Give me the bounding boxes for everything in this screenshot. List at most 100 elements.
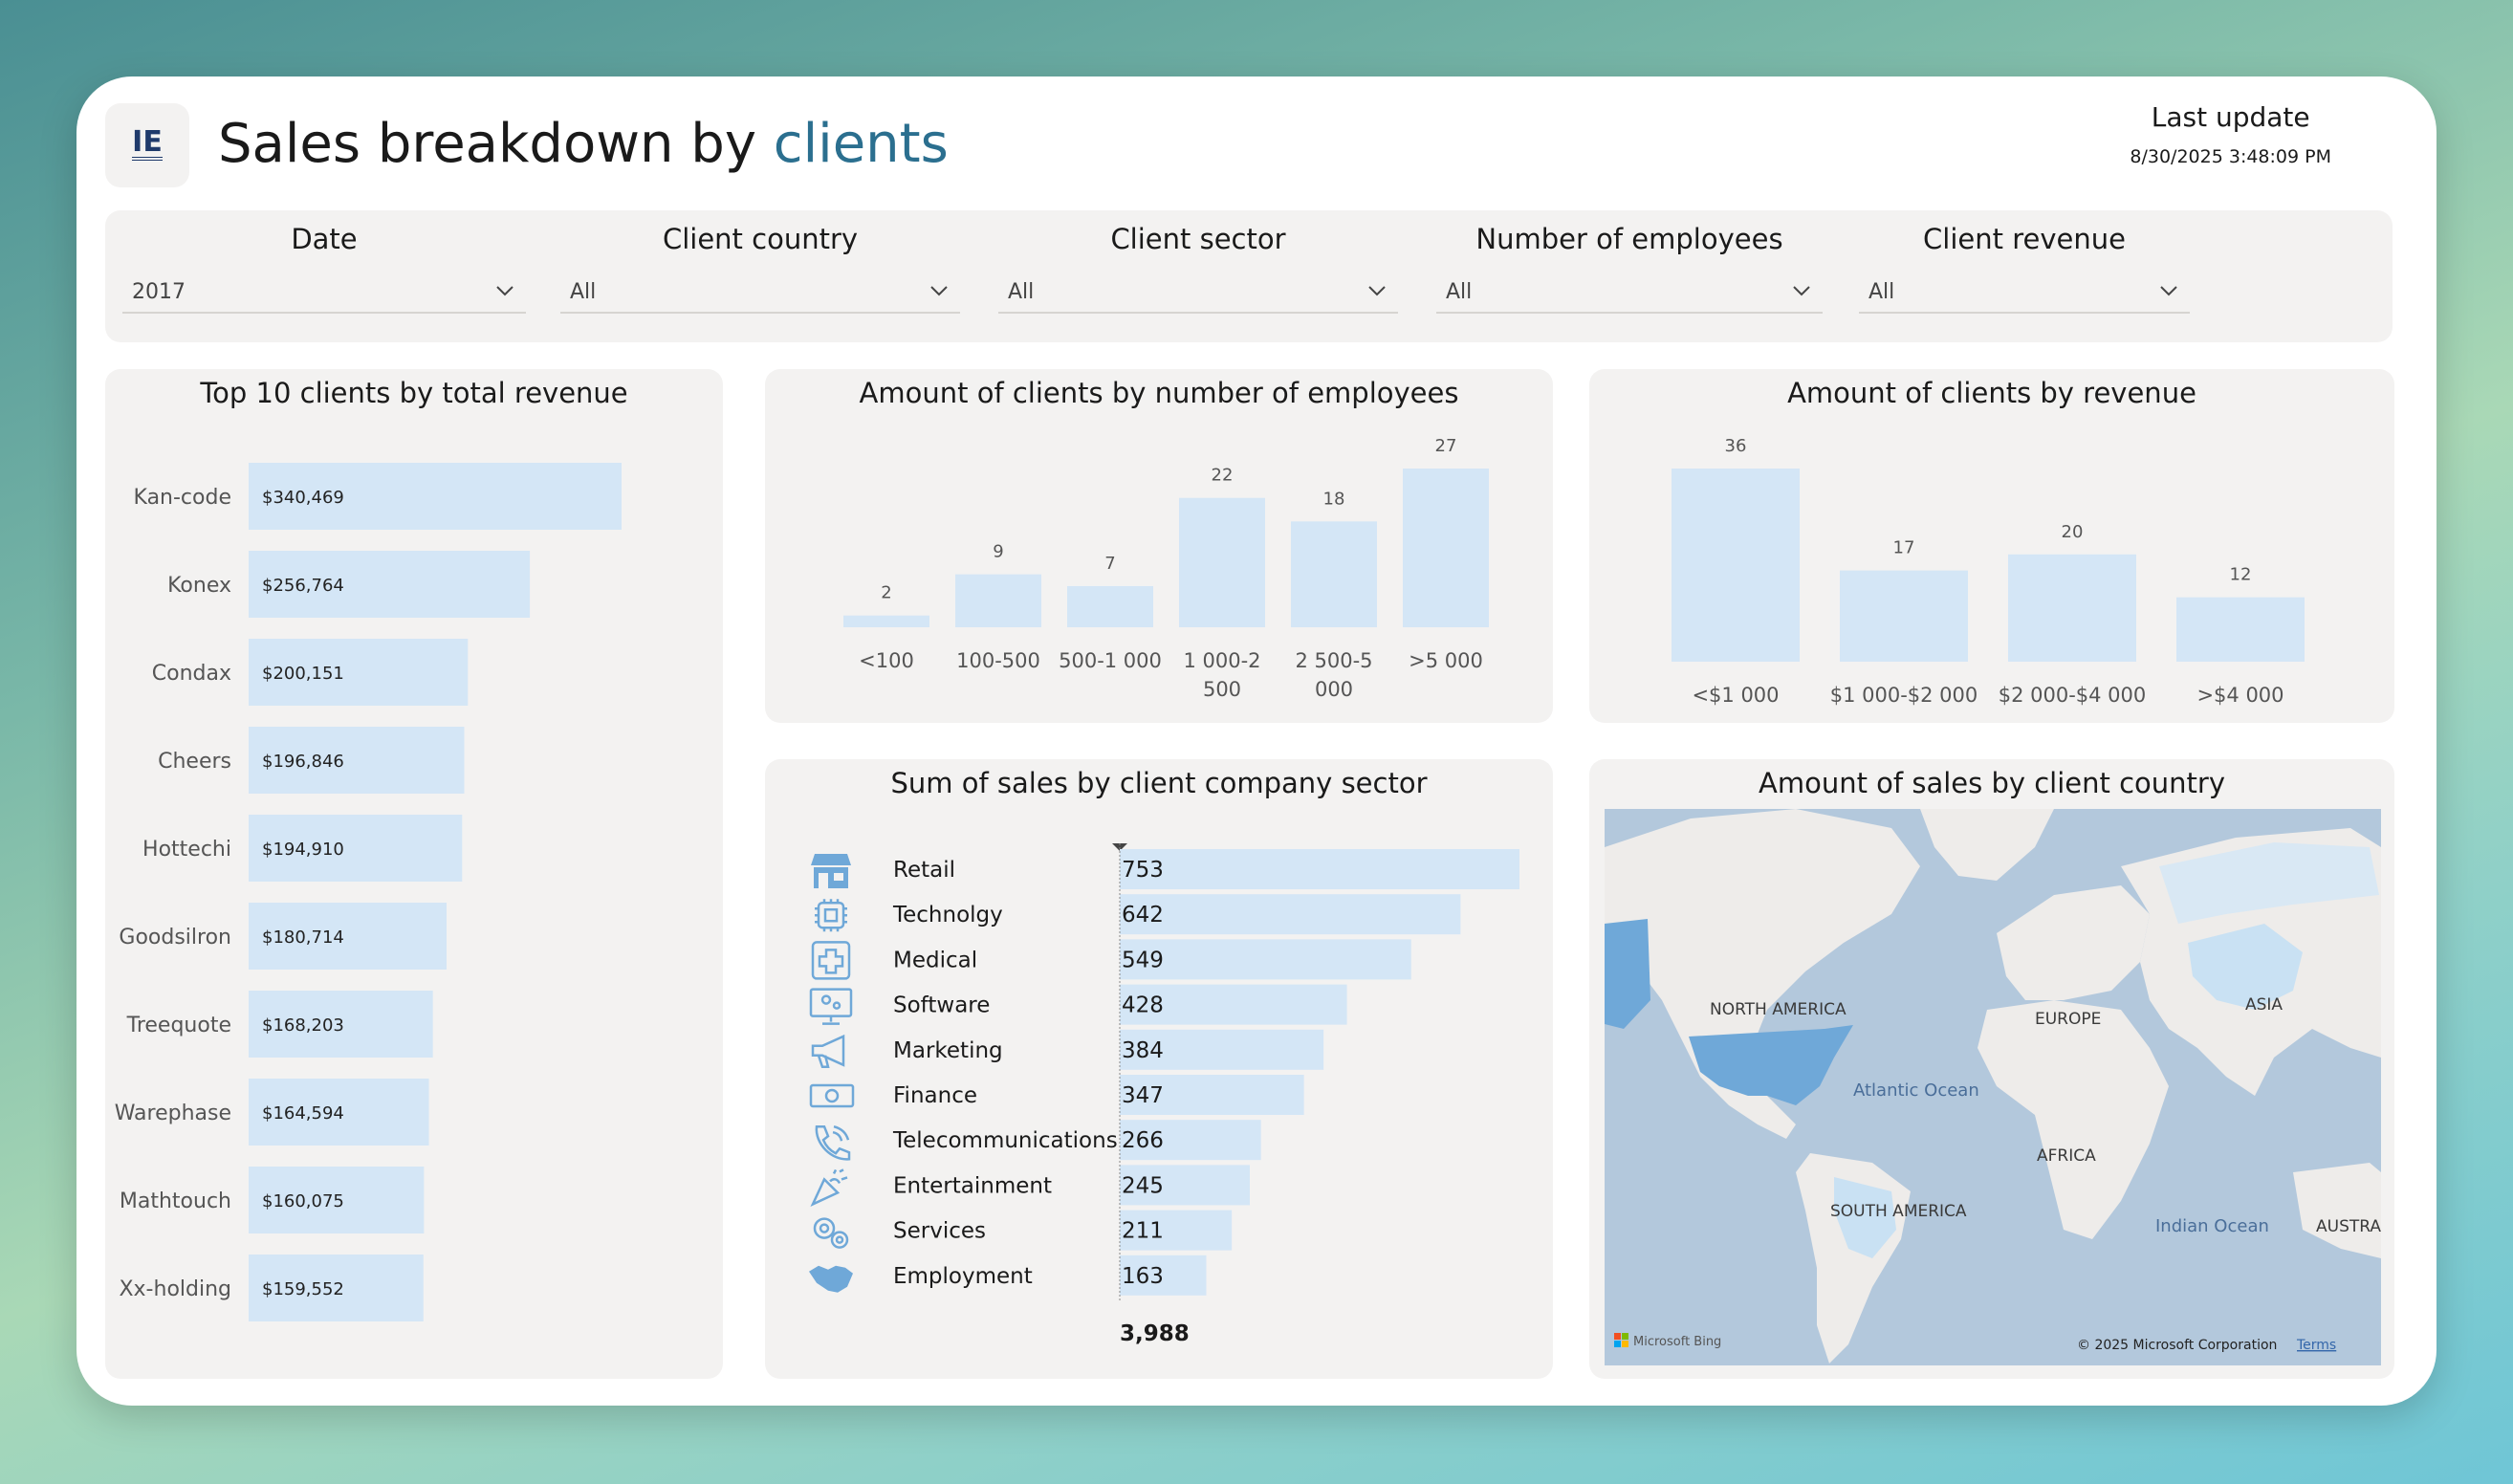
filter-date-dropdown[interactable]: 2017 (122, 272, 526, 314)
filter-country-value: All (570, 280, 597, 304)
store-icon (811, 854, 851, 888)
top-clients-chart: Kan-code $340,469 Konex $256,764 Condax $200,… (115, 463, 622, 1321)
sector-bar[interactable] (1120, 894, 1461, 935)
handshake-icon (809, 1265, 853, 1293)
page-title: Sales breakdown by clients (218, 113, 949, 175)
map-label-asia: ASIA (2245, 995, 2283, 1015)
sector-bar[interactable] (1120, 939, 1411, 980)
filter-employees-dropdown[interactable]: All (1436, 272, 1823, 314)
employees-bar[interactable] (955, 574, 1041, 627)
revenue-bar[interactable] (1840, 570, 1968, 662)
filter-country-dropdown[interactable]: All (560, 272, 960, 314)
sector-bar[interactable] (1120, 984, 1347, 1025)
sector-bar[interactable] (1120, 1120, 1261, 1161)
revenue-category-label: $2 000-$4 000 (1999, 684, 2147, 707)
sector-value: 347 (1122, 1083, 1164, 1108)
sector-bar[interactable] (1120, 1029, 1324, 1070)
revenue-category-label: >$4 000 (2196, 684, 2284, 707)
sector-label: Medical (893, 948, 977, 972)
revenue-value-label: 20 (2062, 522, 2084, 542)
map-north-america (1605, 809, 1920, 1139)
employees-bar[interactable] (1179, 497, 1265, 627)
sector-table: Retail 753 Technolgy 642 Medical 549 Software 4… (809, 843, 1519, 1346)
employees-value-label: 18 (1323, 489, 1345, 509)
employees-category-label: 500 (1203, 678, 1241, 701)
map-alaska (1605, 919, 1650, 1029)
employees-category-label: <100 (859, 649, 914, 672)
top-client-value: $164,594 (262, 1103, 344, 1124)
top-client-value: $196,846 (262, 752, 344, 772)
filter-revenue-label: Client revenue (1923, 223, 2126, 255)
top-client-bar[interactable] (249, 991, 433, 1058)
revenue-value-label: 17 (1893, 538, 1915, 558)
medical-cross-icon (811, 941, 851, 980)
map-usa (1689, 1025, 1853, 1105)
revenue-bar[interactable] (2176, 597, 2305, 662)
sector-bar[interactable] (1120, 1210, 1233, 1251)
logo: IE (105, 103, 189, 187)
top-client-label: Konex (167, 574, 231, 598)
top-client-bar[interactable] (249, 1079, 429, 1146)
top-client-bar[interactable] (249, 1255, 424, 1321)
top-client-value: $160,075 (262, 1191, 344, 1211)
filter-sector-value: All (1008, 280, 1035, 304)
world-map[interactable]: NORTH AMERICA EUROPE ASIA Atlantic Ocean… (1605, 809, 2381, 1365)
map-terms-link[interactable]: Terms (2296, 1338, 2336, 1353)
country-map[interactable]: NORTH AMERICA EUROPE ASIA Atlantic Ocean… (1605, 809, 2381, 1365)
filter-sector-label: Client sector (1110, 223, 1286, 255)
sector-bar[interactable] (1120, 1075, 1304, 1115)
microsoft-logo-icon (1614, 1333, 1628, 1347)
filter-revenue-dropdown[interactable]: All (1859, 272, 2190, 314)
sector-bar[interactable] (1120, 849, 1519, 889)
top-client-bar[interactable] (249, 903, 448, 970)
monitor-gear-icon (809, 988, 853, 1025)
revenue-bar[interactable] (1672, 469, 1800, 662)
sector-value: 428 (1122, 993, 1164, 1018)
top-client-value: $180,714 (262, 928, 344, 948)
sector-title: Sum of sales by client company sector (890, 767, 1428, 799)
filter-revenue: Client revenue All (1859, 218, 2190, 314)
phone-icon (815, 1124, 851, 1161)
map-copyright: © 2025 Microsoft Corporation (2077, 1338, 2277, 1353)
employees-chart: 2 <100 9 100-500 7 500-1 000 22 1 000-2 500 18 2 5… (843, 436, 1489, 701)
filter-date: Date 2017 (122, 218, 526, 314)
map-label-north-america: NORTH AMERICA (1710, 1000, 1847, 1019)
page-title-main: Sales breakdown by (218, 113, 756, 175)
top-client-bar[interactable] (249, 639, 469, 706)
gears-icon (813, 1217, 849, 1249)
employees-category-label: 2 500-5 (1295, 649, 1372, 672)
sector-value: 642 (1122, 903, 1164, 928)
revenue-bar[interactable] (2008, 554, 2136, 662)
employees-bar[interactable] (1291, 521, 1377, 627)
top-client-bar[interactable] (249, 815, 463, 882)
country-panel: Amount of sales by client country (1589, 759, 2394, 1379)
sector-bar[interactable] (1120, 1165, 1251, 1206)
chip-icon (815, 899, 847, 932)
sector-label: Entertainment (893, 1173, 1052, 1198)
employees-bar[interactable] (843, 615, 929, 627)
filter-sector-dropdown[interactable]: All (998, 272, 1398, 314)
chevron-down-icon (1368, 286, 1386, 296)
revenue-value-label: 12 (2230, 565, 2252, 585)
revenue-category-label: <$1 000 (1692, 684, 1779, 707)
revenue-category-label: $1 000-$2 000 (1830, 684, 1978, 707)
top-client-bar[interactable] (249, 727, 465, 794)
top-client-bar[interactable] (249, 1167, 425, 1233)
top-client-label: Kan-code (134, 486, 231, 510)
revenue-panel: Amount of clients by revenue 36 <$1 000 17… (1589, 369, 2394, 723)
employees-bar[interactable] (1067, 585, 1153, 627)
top-client-value: $200,151 (262, 664, 344, 684)
sector-label: Retail (893, 858, 955, 883)
sector-value: 266 (1122, 1128, 1164, 1153)
employees-bar[interactable] (1403, 469, 1489, 627)
sector-bar[interactable] (1120, 1255, 1207, 1296)
map-label-europe: EUROPE (2035, 1010, 2101, 1029)
sector-label: Telecommunications (892, 1128, 1118, 1153)
top-client-bar[interactable] (249, 551, 531, 618)
top-client-label: Mathtouch (120, 1189, 231, 1213)
sector-value: 384 (1122, 1038, 1164, 1063)
map-greenland (1920, 809, 2054, 881)
sector-label: Technolgy (892, 903, 1003, 928)
top-client-bar[interactable] (249, 463, 622, 530)
filter-sector: Client sector All (998, 218, 1398, 314)
